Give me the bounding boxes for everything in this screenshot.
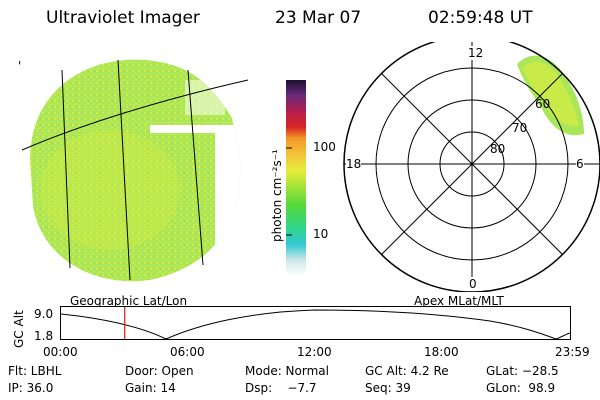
mlt-0-label: 0	[469, 277, 477, 291]
colorbar-tick-100: 100	[313, 140, 336, 154]
altitude-tick-high: 9.0	[34, 307, 54, 321]
colorbar	[286, 80, 306, 276]
geographic-grid	[21, 59, 249, 281]
time-tick-1200: 12:00	[297, 345, 332, 359]
ip-info: IP: 36.0	[8, 381, 54, 395]
auroral-image	[30, 59, 241, 282]
mode-info: Mode: Normal	[245, 364, 329, 378]
glat-info: GLat: −28.5	[486, 364, 559, 378]
altitude-tick-low: 1.8	[34, 329, 54, 343]
polar-grid	[343, 42, 600, 292]
time-tick-0600: 06:00	[170, 345, 205, 359]
mlt-12-label: 12	[468, 46, 484, 60]
gain-info: Gain: 14	[125, 381, 176, 395]
polar-plot	[343, 42, 600, 292]
polar-plot-label: Apex MLat/MLT	[414, 294, 504, 308]
instrument-title: Ultraviolet Imager	[46, 8, 200, 28]
filter-info: Flt: LBHL	[8, 364, 62, 378]
mlt-18-label: 18	[346, 157, 362, 171]
mlt-6-label: 6	[576, 157, 584, 171]
colorbar-unit-label: photon cm⁻²s⁻¹	[270, 149, 284, 242]
colorbar-tick-10: 10	[313, 227, 329, 241]
corner-mark: '	[18, 59, 21, 73]
date-label: 23 Mar 07	[275, 8, 362, 28]
door-info: Door: Open	[125, 364, 194, 378]
uvi-image-panel: '	[18, 59, 249, 282]
lat-80-label: 80	[490, 142, 506, 156]
gc-alt-info: GC Alt: 4.2 Re	[365, 364, 449, 378]
time-tick-1800: 18:00	[424, 345, 459, 359]
time-label: 02:59:48 UT	[428, 8, 533, 28]
lat-60-label: 60	[535, 97, 551, 111]
glon-info: GLon: 98.9	[486, 381, 556, 395]
altitude-axis-label: GC Alt	[12, 310, 26, 348]
dsp-info: Dsp: −7.7	[245, 381, 317, 395]
image-panel-label: Geographic Lat/Lon	[70, 294, 188, 308]
altitude-plot	[60, 306, 571, 340]
time-tick-2359: 23:59	[555, 345, 590, 359]
altitude-curve	[60, 309, 571, 340]
time-tick-0000: 00:00	[43, 345, 78, 359]
seq-info: Seq: 39	[365, 381, 411, 395]
lat-70-label: 70	[512, 121, 528, 135]
